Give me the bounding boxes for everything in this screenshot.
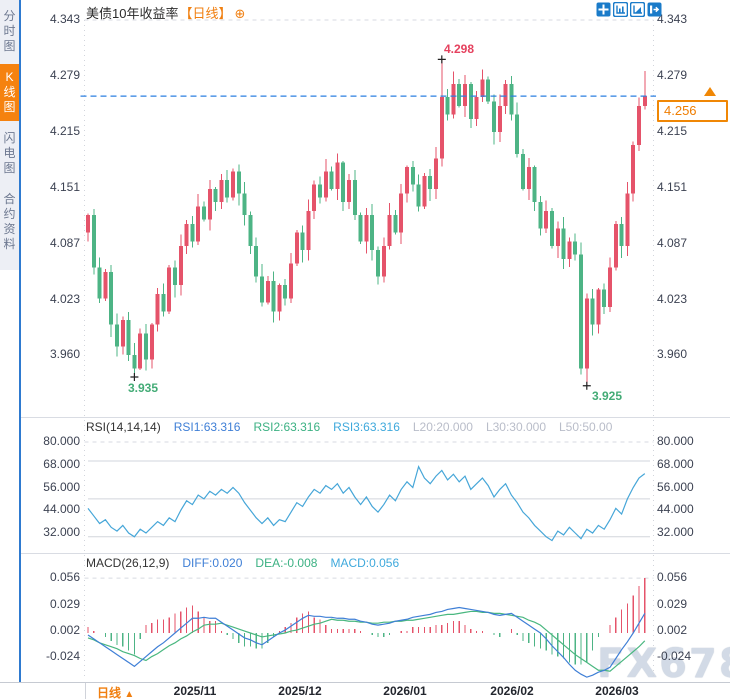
rsi-l30-value: L30:30.000 bbox=[485, 420, 546, 434]
macd-dea-value: DEA:-0.008 bbox=[255, 556, 318, 570]
bottom-bar: 日线 ▲ 2025/11 2025/12 2026/01 2026/02 202… bbox=[0, 682, 730, 699]
x-axis-label: 2026/01 bbox=[383, 684, 427, 698]
crosshair-move-icon[interactable] bbox=[596, 2, 611, 17]
sidebar-item-time-chart[interactable]: 分时图 bbox=[3, 9, 16, 53]
rsi-l50-value: L50:50.00 bbox=[559, 420, 613, 434]
low-annotation-2: 3.925 bbox=[592, 389, 623, 403]
sidebar-item-lightning-chart[interactable]: 闪电图 bbox=[3, 131, 16, 175]
rsi-l20-value: L20:20.000 bbox=[412, 420, 473, 434]
period-tag: 【日线】 bbox=[179, 6, 232, 21]
macd-label: MACD(26,12,9) bbox=[86, 556, 170, 570]
chart-toolbar bbox=[596, 2, 662, 17]
panel-separator bbox=[21, 553, 730, 554]
macd-histogram bbox=[87, 578, 646, 665]
rsi-label: RSI(14,14,14) bbox=[86, 420, 161, 434]
last-price-arrow-icon bbox=[704, 87, 716, 96]
exit-chart-icon[interactable] bbox=[647, 2, 662, 17]
x-axis-label: 2026/02 bbox=[490, 684, 534, 698]
bottom-bar-divider bbox=[85, 683, 86, 699]
rsi1-value: RSI1:63.316 bbox=[173, 420, 241, 434]
period-selector[interactable]: 日线 ▲ bbox=[97, 686, 135, 699]
macd-diff-value: DIFF:0.020 bbox=[182, 556, 243, 570]
sidebar-item-contract-info[interactable]: 合约资料 bbox=[3, 192, 16, 251]
extreme-markers bbox=[130, 55, 591, 390]
indicator-window-icon[interactable] bbox=[613, 2, 628, 17]
macd-header: MACD(26,12,9) DIFF:0.020 DEA:-0.008 MACD:0.… bbox=[86, 556, 412, 570]
rsi2-value: RSI2:63.316 bbox=[253, 420, 321, 434]
rsi-header: RSI(14,14,14) RSI1:63.316 RSI2:63.316 RSI3:… bbox=[86, 420, 625, 434]
chevron-up-icon: ▲ bbox=[124, 689, 135, 699]
rsi3-value: RSI3:63.316 bbox=[333, 420, 400, 434]
symbol-title: 美债10年收益率 bbox=[86, 6, 179, 21]
x-axis-label: 2025/12 bbox=[278, 684, 322, 698]
sidebar-tab-stack: 分时图 K线图 闪电图 合约资料 bbox=[0, 0, 19, 270]
rsi-line bbox=[87, 465, 646, 542]
low-annotation-1: 3.935 bbox=[128, 381, 159, 395]
macd-dea-line bbox=[87, 610, 646, 672]
x-axis-label: 2025/11 bbox=[173, 684, 217, 698]
macd-diff-line bbox=[87, 606, 646, 678]
gridlines-layer bbox=[84, 19, 654, 680]
macd-macd-value: MACD:0.056 bbox=[330, 556, 400, 570]
chart-titlebar: 美债10年收益率【日线】 ⊕ bbox=[86, 3, 245, 22]
sidebar-item-kline-chart[interactable]: K线图 bbox=[0, 64, 19, 121]
sidebar: 分时图 K线图 闪电图 合约资料 bbox=[0, 0, 21, 682]
panel-separator bbox=[21, 417, 730, 418]
x-axis-label: 2026/03 bbox=[595, 684, 639, 698]
chart-draw-icon[interactable] bbox=[630, 2, 645, 17]
candles-layer bbox=[86, 59, 647, 386]
add-indicator-icon[interactable]: ⊕ bbox=[234, 6, 246, 21]
high-annotation: 4.298 bbox=[444, 42, 475, 56]
last-price-label: 4.256 bbox=[657, 100, 728, 122]
